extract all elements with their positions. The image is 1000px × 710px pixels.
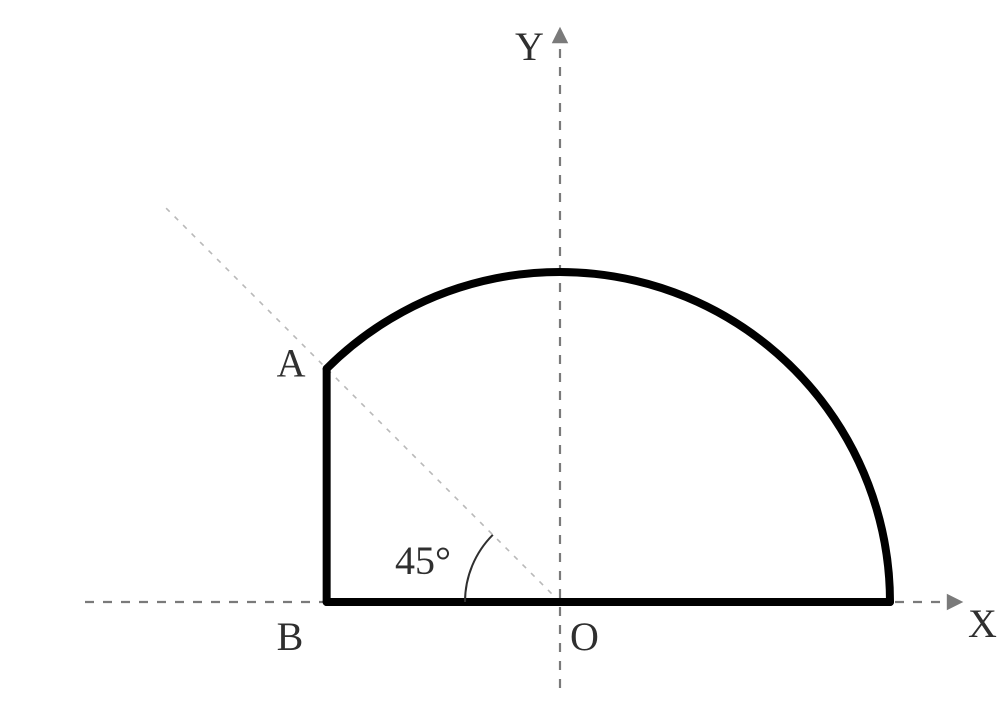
label-a: A bbox=[277, 341, 306, 386]
guide-line-oa bbox=[165, 207, 560, 602]
x-axis-label: X bbox=[968, 601, 997, 646]
angle-label: 45° bbox=[395, 538, 451, 583]
angle-marker bbox=[465, 535, 493, 602]
label-b: B bbox=[277, 614, 304, 659]
y-axis-label: Y bbox=[515, 24, 544, 69]
label-o: O bbox=[570, 614, 599, 659]
geometry-diagram: Y X O A B 45° bbox=[0, 0, 1000, 710]
